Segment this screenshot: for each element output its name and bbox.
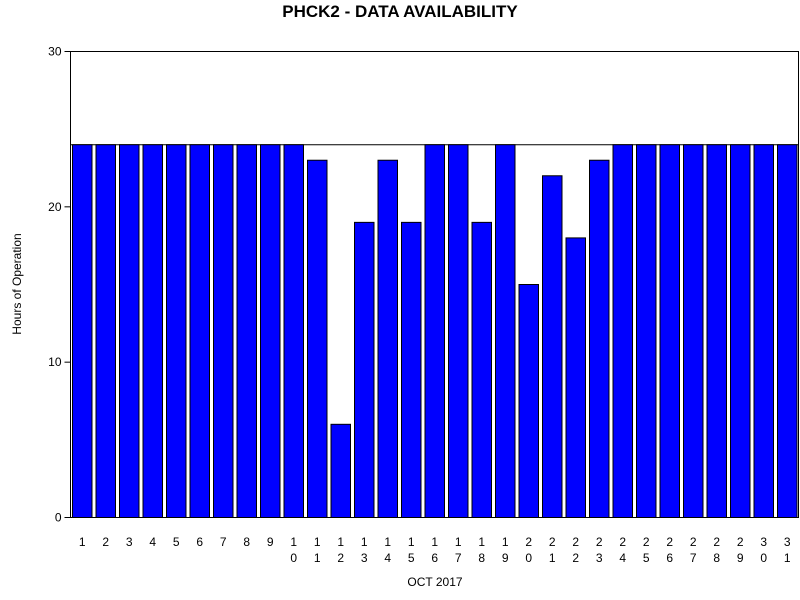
- bar-day-25: [636, 144, 657, 518]
- x-tick-label: 2: [549, 535, 556, 549]
- bar-day-5: [166, 144, 187, 518]
- x-tick-label: 0: [760, 551, 767, 565]
- x-tick-label: 7: [690, 551, 697, 565]
- x-tick-label: 1: [549, 551, 556, 565]
- x-tick-label: 7: [220, 535, 227, 549]
- x-tick-label: 0: [525, 551, 532, 565]
- bar-day-2: [95, 144, 116, 518]
- x-tick-label: 8: [478, 551, 485, 565]
- x-tick-label: 2: [737, 535, 744, 549]
- bar-day-16: [424, 144, 445, 518]
- x-axis-ticks: 1 2 3 4 5 6 7 8 9 1011121314151617181920212223242…: [79, 535, 791, 565]
- bar-day-3: [119, 144, 140, 518]
- bar-day-11: [307, 159, 328, 518]
- x-tick-label: 1: [337, 535, 344, 549]
- bar-day-4: [142, 144, 163, 518]
- bar-day-29: [730, 144, 751, 518]
- x-axis-label: OCT 2017: [407, 575, 462, 589]
- x-tick-label: 6: [431, 551, 438, 565]
- x-tick-label: 3: [596, 551, 603, 565]
- bar-day-20: [518, 284, 539, 518]
- x-tick-label: 4: [619, 551, 626, 565]
- y-tick-label: 10: [48, 355, 62, 369]
- y-axis-ticks: 0 10 20 30: [48, 45, 71, 525]
- x-tick-label: 3: [760, 535, 767, 549]
- x-tick-label: 2: [596, 535, 603, 549]
- bar-day-8: [236, 144, 257, 518]
- bar-day-13: [354, 221, 375, 518]
- bar-day-9: [260, 144, 281, 518]
- x-tick-label: 8: [243, 535, 250, 549]
- bar-day-22: [565, 237, 586, 518]
- bar-day-18: [471, 221, 492, 518]
- bar-day-12: [330, 423, 351, 518]
- y-tick-label: 30: [48, 45, 62, 59]
- x-tick-label: 1: [384, 535, 391, 549]
- bar-day-6: [189, 144, 210, 518]
- bar-day-17: [448, 144, 469, 518]
- x-tick-label: 9: [737, 551, 744, 565]
- x-tick-label: 2: [713, 535, 720, 549]
- x-tick-label: 2: [619, 535, 626, 549]
- bar-day-21: [542, 175, 563, 518]
- x-tick-label: 1: [79, 535, 86, 549]
- x-tick-label: 3: [361, 551, 368, 565]
- bar-day-1: [72, 144, 93, 518]
- x-tick-label: 0: [290, 551, 297, 565]
- bar-day-26: [659, 144, 680, 518]
- y-axis-label: Hours of Operation: [10, 233, 24, 334]
- x-tick-label: 9: [267, 535, 274, 549]
- x-tick-label: 1: [290, 535, 297, 549]
- x-tick-label: 9: [502, 551, 509, 565]
- bar-day-30: [753, 144, 774, 518]
- bar-day-15: [401, 221, 422, 518]
- x-tick-label: 2: [525, 535, 532, 549]
- x-tick-label: 2: [643, 535, 650, 549]
- y-tick-label: 0: [55, 511, 62, 525]
- x-tick-label: 1: [431, 535, 438, 549]
- x-tick-label: 2: [572, 535, 579, 549]
- x-tick-label: 1: [478, 535, 485, 549]
- x-tick-label: 8: [713, 551, 720, 565]
- bar-day-19: [495, 144, 516, 518]
- x-tick-label: 1: [455, 535, 462, 549]
- x-tick-label: 3: [784, 535, 791, 549]
- bar-day-7: [213, 144, 234, 518]
- x-tick-label: 2: [572, 551, 579, 565]
- x-tick-label: 2: [666, 535, 673, 549]
- bar-day-31: [777, 144, 798, 518]
- x-tick-label: 6: [196, 535, 203, 549]
- bar-day-27: [683, 144, 704, 518]
- chart-title: PHCK2 - DATA AVAILABILITY: [282, 2, 518, 21]
- x-tick-label: 1: [502, 535, 509, 549]
- bar-day-23: [589, 159, 610, 518]
- bars: [72, 144, 798, 518]
- x-tick-label: 5: [643, 551, 650, 565]
- x-tick-label: 6: [666, 551, 673, 565]
- x-tick-label: 2: [102, 535, 109, 549]
- x-tick-label: 5: [173, 535, 180, 549]
- x-tick-label: 1: [361, 535, 368, 549]
- bar-day-10: [283, 144, 304, 518]
- x-tick-label: 4: [384, 551, 391, 565]
- x-tick-label: 7: [455, 551, 462, 565]
- x-tick-label: 5: [408, 551, 415, 565]
- bar-day-24: [612, 144, 633, 518]
- x-tick-label: 1: [314, 551, 321, 565]
- x-tick-label: 2: [337, 551, 344, 565]
- x-tick-label: 1: [408, 535, 415, 549]
- y-tick-label: 20: [48, 200, 62, 214]
- x-tick-label: 1: [784, 551, 791, 565]
- x-tick-label: 1: [314, 535, 321, 549]
- x-tick-label: 4: [149, 535, 156, 549]
- bar-day-28: [706, 144, 727, 518]
- x-tick-label: 2: [690, 535, 697, 549]
- x-tick-label: 3: [126, 535, 133, 549]
- bar-day-14: [377, 159, 398, 518]
